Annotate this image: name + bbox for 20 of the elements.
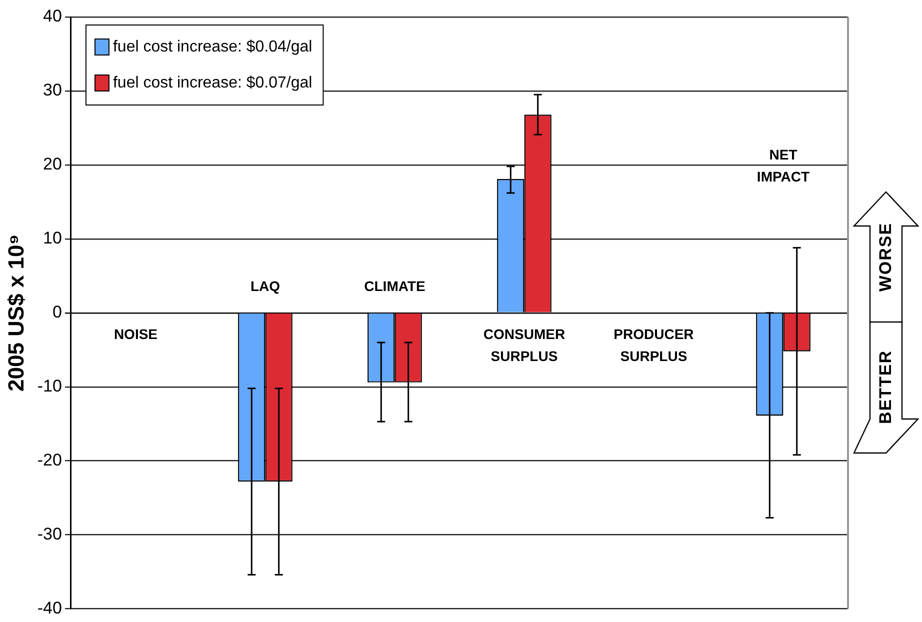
y-axis-title: 2005 US$ x 10⁹ <box>3 234 28 392</box>
y-tick-label: -10 <box>37 376 62 396</box>
annotation: NET IMPACT <box>756 146 810 185</box>
legend-label: fuel cost increase: $0.07/gal <box>112 74 312 92</box>
y-tick-label: 20 <box>43 154 62 174</box>
text: BETTER <box>876 350 896 424</box>
y-tick-label: 0 <box>52 302 62 322</box>
annotation: CLIMATE <box>364 278 426 294</box>
legend-label: fuel cost increase: $0.04/gal <box>112 38 312 56</box>
y-tick-label: 30 <box>43 80 62 100</box>
y-tick-label: -30 <box>37 524 62 544</box>
y-tick-label: 10 <box>43 228 62 248</box>
text: WORSE <box>876 222 896 292</box>
annotation: LAQ <box>250 278 280 294</box>
y-tick-label: 40 <box>43 6 62 26</box>
y-tick-label: -40 <box>37 598 62 618</box>
annotation: CONSUMER SURPLUS <box>483 326 566 364</box>
annotation: PRODUCER SURPLUS <box>614 326 694 364</box>
annotation: NOISE <box>114 326 158 342</box>
y-tick-label: -20 <box>37 450 62 470</box>
